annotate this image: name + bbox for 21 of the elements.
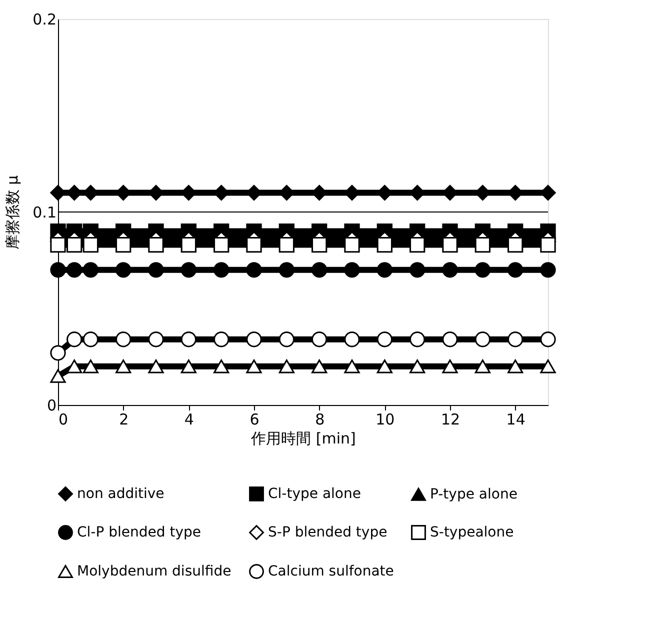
legend-label: S-typealone	[430, 524, 514, 540]
x-tick-label: 14	[506, 410, 526, 428]
legend-label: non additive	[77, 486, 164, 502]
legend-label: Molybdenum disulfide	[77, 564, 232, 580]
x-tick-label: 12	[440, 410, 460, 428]
legend-label: S-P blended type	[268, 524, 388, 540]
x-tick-label: 6	[250, 410, 260, 428]
y-axis-title: 摩擦係数 μ	[4, 174, 22, 250]
y-tick-label: 0.2	[32, 10, 56, 28]
legend-label: P-type alone	[430, 486, 518, 502]
x-tick-label: 8	[315, 410, 325, 428]
y-tick-label: 0.1	[32, 204, 56, 222]
legend-label: Cl-type alone	[268, 486, 361, 502]
x-tick-label: 0	[58, 410, 68, 428]
legend-label: Calcium sulfonate	[268, 564, 394, 580]
x-tick-label: 4	[184, 410, 194, 428]
x-axis-title: 作用時間 [min]	[250, 430, 356, 448]
legend-label: Cl-P blended type	[77, 524, 201, 540]
y-tick-label: 0	[46, 396, 56, 414]
x-tick-label: 2	[119, 410, 129, 428]
x-tick-label: 10	[376, 410, 395, 428]
